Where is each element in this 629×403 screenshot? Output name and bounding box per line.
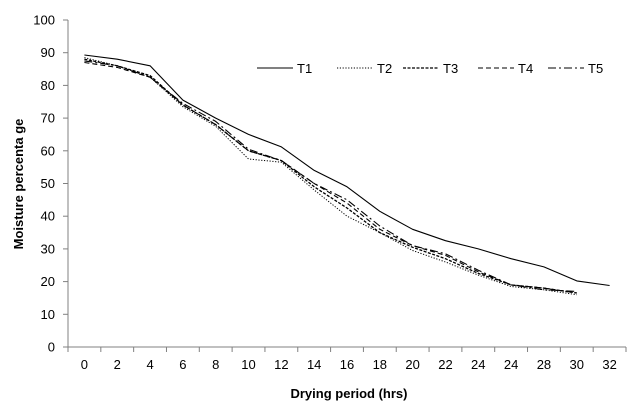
y-tick-label: 20 xyxy=(41,274,55,289)
x-tick-label: 8 xyxy=(212,357,219,372)
x-tick-label: 28 xyxy=(537,357,551,372)
x-axis-title: Drying period (hrs) xyxy=(290,386,407,401)
series-line-t1 xyxy=(84,54,610,287)
series-line-t4 xyxy=(84,61,577,294)
y-tick-label: 10 xyxy=(41,307,55,322)
y-tick-label: 80 xyxy=(41,78,55,93)
x-tick-label: 18 xyxy=(373,357,387,372)
series-line-t2 xyxy=(84,57,577,296)
x-tick-label: 6 xyxy=(179,357,186,372)
y-tick-label: 90 xyxy=(41,45,55,60)
series-line-t5 xyxy=(84,60,577,292)
x-tick-label: 24 xyxy=(471,357,485,372)
legend-label-t4: T4 xyxy=(518,61,533,76)
legend-label-t1: T1 xyxy=(297,61,312,76)
x-tick-label: 0 xyxy=(81,357,88,372)
x-tick-label: 30 xyxy=(570,357,584,372)
x-tick-label: 2 xyxy=(114,357,121,372)
y-tick-label: 70 xyxy=(41,111,55,126)
y-tick-label: 0 xyxy=(48,340,55,355)
x-axis: 0 2 4 6 8 10 12 14 16 18 20 22 24 24 28 30 32 xyxy=(67,346,627,372)
y-tick-label: 100 xyxy=(33,13,55,28)
legend: T1 T2 T3 T4 T5 xyxy=(257,61,603,76)
x-tick-label: 12 xyxy=(274,357,288,372)
y-tick-label: 50 xyxy=(41,176,55,191)
x-tick-label: 10 xyxy=(241,357,255,372)
legend-label-t2: T2 xyxy=(377,61,392,76)
series-layer xyxy=(84,54,610,296)
x-tick-label: 16 xyxy=(340,357,354,372)
x-tick-label: 14 xyxy=(307,357,321,372)
y-axis: 0 10 20 30 40 50 60 70 80 90 100 xyxy=(33,13,69,355)
y-tick-label: 40 xyxy=(41,209,55,224)
y-tick-label: 30 xyxy=(41,241,55,256)
x-tick-label: 4 xyxy=(146,357,153,372)
legend-label-t5: T5 xyxy=(588,61,603,76)
x-tick-label: 22 xyxy=(438,357,452,372)
x-tick-label: 20 xyxy=(405,357,419,372)
legend-label-t3: T3 xyxy=(443,61,458,76)
x-tick-label: 32 xyxy=(602,357,616,372)
y-tick-label: 60 xyxy=(41,143,55,158)
y-axis-title: Moisture percenta ge xyxy=(11,119,26,250)
x-tick-label: 24 xyxy=(504,357,518,372)
series-line-t3 xyxy=(84,58,577,294)
